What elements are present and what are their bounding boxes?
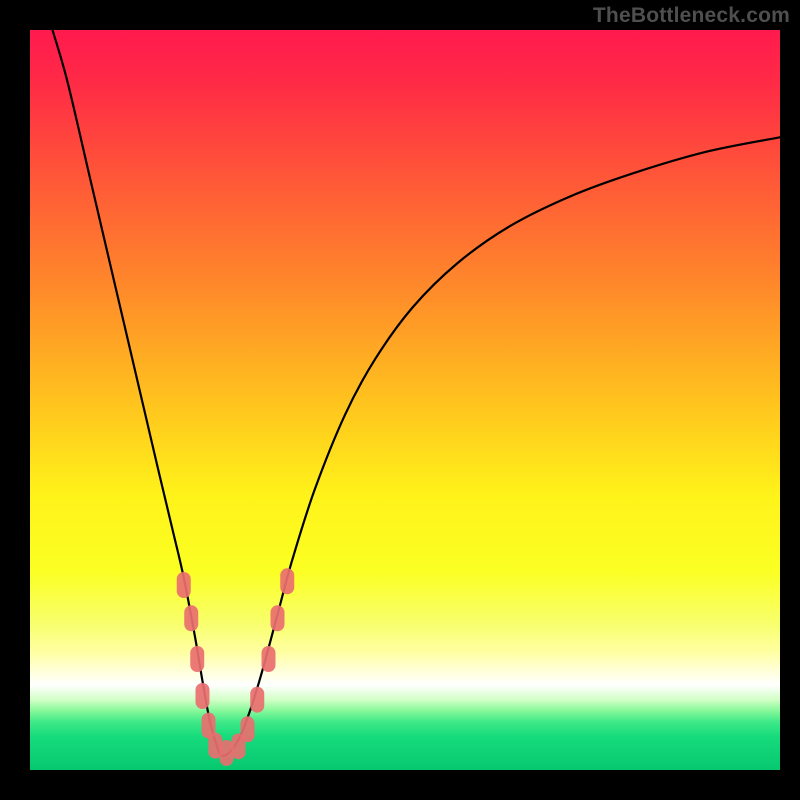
curve-marker [177,572,191,598]
curve-marker [220,740,234,766]
curve-marker [196,683,210,709]
curve-marker [184,605,198,631]
curve-marker [190,646,204,672]
watermark-text: TheBottleneck.com [593,4,790,28]
curve-marker [271,605,285,631]
curve-marker [241,716,255,742]
bottleneck-chart [0,0,800,800]
curve-marker [280,568,294,594]
curve-marker [262,646,276,672]
curve-marker [250,687,264,713]
